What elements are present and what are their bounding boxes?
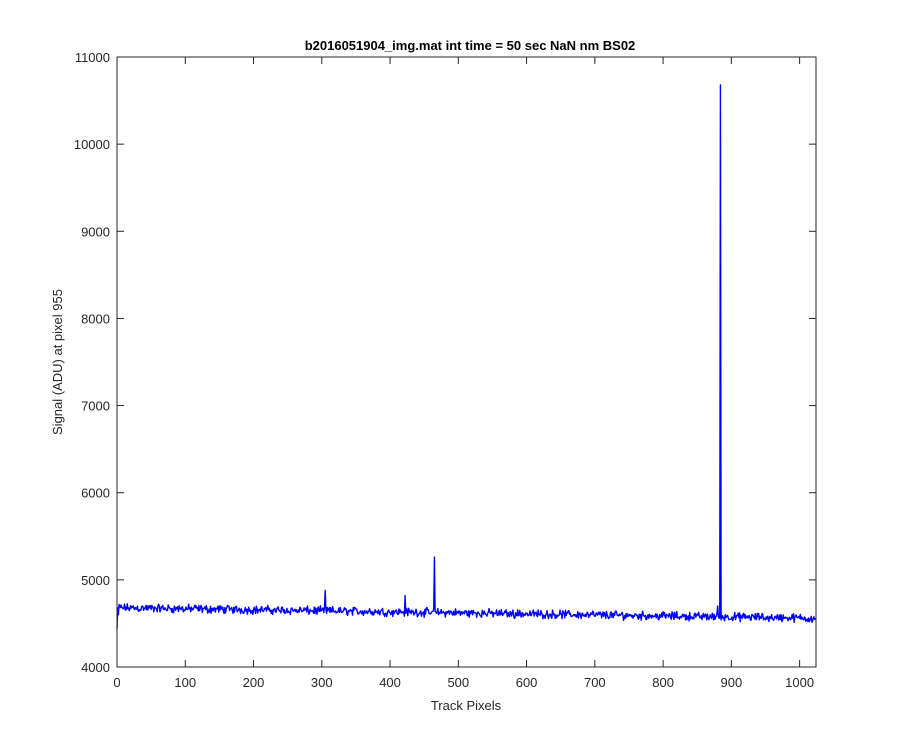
x-tick-label: 200: [243, 675, 265, 690]
x-tick-label: 700: [584, 675, 606, 690]
y-tick-label: 8000: [81, 311, 110, 326]
x-tick-label: 400: [379, 675, 401, 690]
y-tick-label: 6000: [81, 486, 110, 501]
y-tick-label: 9000: [81, 224, 110, 239]
x-tick-label: 900: [721, 675, 743, 690]
chart-title: b2016051904_img.mat int time = 50 sec Na…: [305, 38, 636, 53]
y-tick-label: 11000: [75, 50, 110, 65]
y-tick-label: 5000: [81, 573, 110, 588]
x-tick-label: 1000: [785, 675, 814, 690]
axes-box: [116, 56, 817, 668]
series-line-1: [116, 84, 817, 629]
y-tick-label: 7000: [81, 399, 110, 414]
y-tick-label: 10000: [74, 137, 110, 152]
y-tick-label: 4000: [81, 660, 110, 675]
x-tick-label: 600: [516, 675, 538, 690]
x-tick-label: 300: [311, 675, 333, 690]
x-tick-label: 800: [652, 675, 674, 690]
plot-area: 0 100 200 300 400 500 600 700 800 900 1000 4000 5000…: [74, 50, 817, 690]
y-axis-label: Signal (ADU) at pixel 955: [50, 289, 65, 435]
x-tick-label: 100: [174, 675, 196, 690]
x-tick-label: 500: [447, 675, 469, 690]
x-axis-label: Track Pixels: [431, 698, 502, 713]
x-tick-label: 0: [113, 675, 120, 690]
